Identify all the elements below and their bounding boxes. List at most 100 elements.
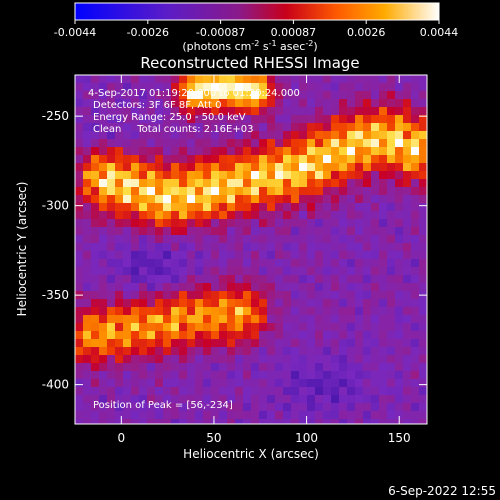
heatmap-cell — [163, 411, 171, 419]
heatmap-cell — [347, 371, 355, 379]
heatmap-cell — [243, 131, 251, 139]
heatmap-cell — [363, 243, 371, 251]
heatmap-cell — [139, 315, 147, 323]
heatmap-cell — [139, 227, 147, 235]
heatmap-cell — [179, 411, 187, 419]
heatmap-cell — [75, 171, 83, 179]
heatmap-cell — [235, 139, 243, 147]
heatmap-cell — [211, 219, 219, 227]
heatmap-cell — [123, 147, 131, 155]
heatmap-cell — [403, 371, 411, 379]
heatmap-cell — [243, 307, 251, 315]
heatmap-cell — [203, 395, 211, 403]
heatmap-cell — [371, 235, 379, 243]
heatmap-cell — [171, 99, 179, 107]
heatmap-cell — [123, 139, 131, 147]
heatmap-cell — [99, 179, 107, 187]
heatmap-cell — [387, 235, 395, 243]
heatmap-cell — [379, 267, 387, 275]
heatmap-cell — [379, 179, 387, 187]
heatmap-cell — [107, 315, 115, 323]
heatmap-cell — [291, 339, 299, 347]
heatmap-cell — [387, 363, 395, 371]
heatmap-cell — [355, 323, 363, 331]
heatmap-cell — [299, 283, 307, 291]
heatmap-cell — [379, 83, 387, 91]
heatmap-cell — [291, 115, 299, 123]
heatmap-cell — [371, 355, 379, 363]
heatmap-cell — [267, 203, 275, 211]
heatmap-cell — [251, 123, 259, 131]
heatmap-cell — [115, 83, 123, 91]
heatmap-cell — [251, 379, 259, 387]
heatmap-cell — [371, 243, 379, 251]
heatmap-cell — [131, 243, 139, 251]
heatmap-cell — [155, 187, 163, 195]
heatmap-cell — [411, 83, 419, 91]
heatmap-cell — [395, 123, 403, 131]
heatmap-cell — [171, 83, 179, 91]
heatmap-cell — [331, 171, 339, 179]
heatmap-cell — [403, 227, 411, 235]
heatmap-cell — [227, 395, 235, 403]
heatmap-cell — [227, 363, 235, 371]
heatmap-cell — [139, 267, 147, 275]
heatmap-cell — [307, 227, 315, 235]
heatmap-cell — [291, 371, 299, 379]
heatmap-cell — [227, 155, 235, 163]
heatmap-cell — [355, 243, 363, 251]
heatmap-cell — [91, 195, 99, 203]
heatmap-cell — [171, 395, 179, 403]
heatmap-cell — [115, 371, 123, 379]
heatmap-cell — [355, 331, 363, 339]
heatmap-cell — [307, 403, 315, 411]
heatmap-cell — [331, 195, 339, 203]
heatmap-cell — [243, 227, 251, 235]
heatmap-cell — [347, 139, 355, 147]
heatmap-cell — [299, 403, 307, 411]
heatmap-cell — [315, 347, 323, 355]
heatmap-cell — [331, 363, 339, 371]
x-tick-label: 50 — [206, 431, 221, 445]
heatmap-cell — [315, 147, 323, 155]
heatmap-cell — [147, 123, 155, 131]
heatmap-cell — [323, 115, 331, 123]
heatmap-cell — [99, 267, 107, 275]
heatmap-cell — [115, 187, 123, 195]
heatmap-cell — [195, 163, 203, 171]
heatmap-cell — [203, 75, 211, 83]
heatmap-cell — [331, 83, 339, 91]
heatmap-cell — [275, 243, 283, 251]
heatmap-cell — [123, 163, 131, 171]
heatmap-cell — [371, 315, 379, 323]
heatmap-cell — [211, 259, 219, 267]
heatmap-cell — [387, 91, 395, 99]
heatmap-cell — [419, 371, 427, 379]
heatmap-cell — [403, 243, 411, 251]
heatmap-cell — [235, 91, 243, 99]
heatmap-cell — [179, 243, 187, 251]
heatmap-cell — [363, 411, 371, 419]
heatmap-cell — [155, 299, 163, 307]
heatmap-cell — [267, 195, 275, 203]
heatmap-cell — [227, 315, 235, 323]
heatmap-cell — [107, 411, 115, 419]
heatmap-cell — [187, 235, 195, 243]
heatmap-cell — [315, 195, 323, 203]
heatmap-cell — [419, 147, 427, 155]
heatmap-cell — [259, 387, 267, 395]
heatmap-cell — [83, 299, 91, 307]
heatmap-cell — [379, 251, 387, 259]
heatmap-cell — [75, 123, 83, 131]
heatmap-cell — [99, 91, 107, 99]
heatmap-cell — [131, 251, 139, 259]
heatmap-cell — [283, 371, 291, 379]
heatmap-cell — [219, 123, 227, 131]
heatmap-cell — [363, 227, 371, 235]
heatmap-cell — [363, 259, 371, 267]
heatmap-cell — [203, 171, 211, 179]
heatmap-cell — [235, 179, 243, 187]
heatmap-cell — [163, 315, 171, 323]
heatmap-cell — [403, 419, 411, 424]
heatmap-cell — [187, 115, 195, 123]
